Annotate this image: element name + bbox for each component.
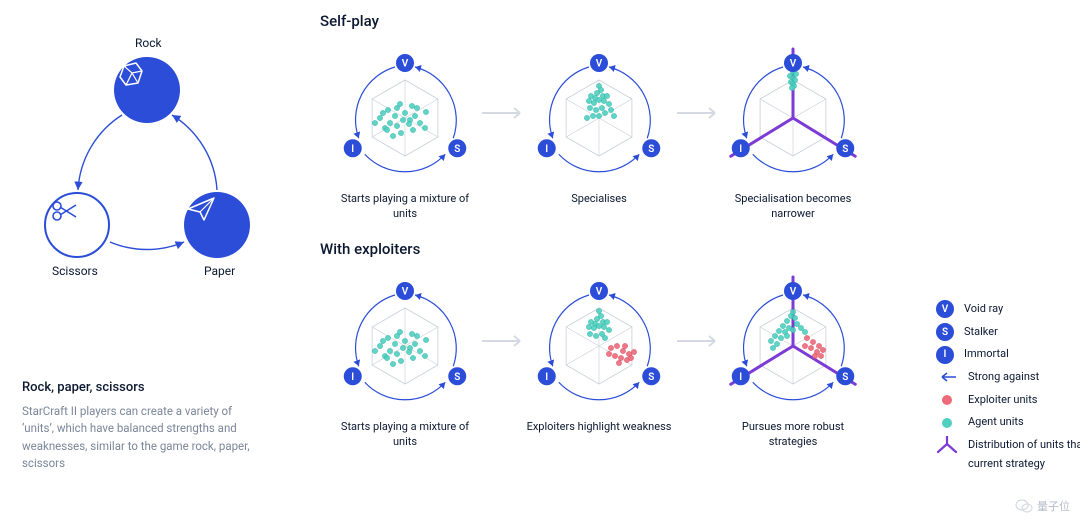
svg-text:I: I (739, 144, 742, 155)
rps-rock-node (114, 57, 180, 123)
legend-distribution: Distribution of units that its current s… (936, 436, 1080, 473)
legend-label: Strong against (968, 368, 1039, 387)
main-column: Self-play VISStarts playing a mixture of… (290, 0, 1080, 521)
svg-text:I: I (739, 371, 742, 382)
watermark: 量子位 (1015, 497, 1070, 515)
training-panel: V I S Pursues more robust strategies (708, 266, 878, 450)
progress-arrow-icon (675, 106, 725, 120)
panel-caption: Specialisation becomes narrower (718, 192, 868, 222)
training-panel: V I S Exploiters highlight weakness (514, 266, 684, 435)
legend-immortal: I Immortal (936, 345, 1080, 364)
s-badge-icon: S (448, 139, 466, 157)
legend-label: Void ray (964, 300, 1003, 319)
training-panel: V I S Specialises (514, 38, 684, 207)
legend-label: Agent units (968, 413, 1024, 432)
i-badge-icon: I (344, 367, 362, 385)
rps-paper-label: Paper (204, 264, 235, 278)
svg-text:S: S (454, 144, 460, 155)
unit-triangle-diagram: V I S (325, 266, 485, 416)
unit-triangle-diagram: V I S (519, 266, 679, 416)
svg-text:S: S (842, 371, 848, 382)
training-panel: V I S Starts playing a mixture of units (320, 38, 490, 222)
s-badge-icon: S (642, 139, 660, 157)
wechat-icon (1015, 497, 1033, 515)
i-badge-icon: I (344, 139, 362, 157)
svg-text:V: V (402, 286, 409, 297)
strong-against-arrow-icon (936, 371, 958, 383)
svg-text:V: V (596, 59, 603, 70)
svg-text:V: V (596, 286, 603, 297)
unit-triangle-diagram: V I S (325, 38, 485, 188)
unit-triangle-diagram: V I S (713, 266, 873, 416)
v-badge-icon: V (396, 282, 414, 300)
svg-text:S: S (454, 371, 460, 382)
progress-arrow-icon (480, 334, 530, 348)
training-panel: V I S Starts playing a mixture of units (320, 266, 490, 450)
rps-diagram: Rock Paper Scissors (22, 30, 272, 330)
svg-text:I: I (351, 371, 354, 382)
paper-plane-icon (184, 192, 218, 226)
s-badge-icon: S (836, 367, 854, 385)
svg-text:S: S (648, 371, 654, 382)
legend-label: Distribution of units that its current s… (968, 436, 1080, 473)
v-badge-icon: V (936, 300, 954, 318)
unit-triangle-diagram: V I S (519, 38, 679, 188)
legend-label: Immortal (964, 345, 1009, 364)
v-badge-icon: V (590, 54, 608, 72)
panel-caption: Starts playing a mixture of units (330, 192, 480, 222)
svg-text:I: I (545, 371, 548, 382)
i-badge-icon: I (538, 367, 556, 385)
i-badge-icon: I (936, 346, 954, 364)
i-badge-icon: I (732, 367, 750, 385)
legend-exploiter-units: Exploiter units (936, 391, 1080, 410)
progress-arrow-icon (480, 106, 530, 120)
s-badge-icon: S (642, 367, 660, 385)
scissors-icon (46, 194, 80, 228)
legend-strong-against: Strong against (936, 368, 1080, 387)
svg-text:I: I (351, 144, 354, 155)
s-badge-icon: S (836, 139, 854, 157)
legend-void-ray: V Void ray (936, 300, 1080, 319)
svg-text:S: S (648, 144, 654, 155)
rps-scissors-node (44, 192, 110, 258)
s-badge-icon: S (448, 367, 466, 385)
legend-label: Exploiter units (968, 391, 1038, 410)
i-badge-icon: I (538, 139, 556, 157)
svg-text:S: S (842, 144, 848, 155)
legend-label: Stalker (964, 323, 998, 342)
v-badge-icon: V (784, 282, 802, 300)
svg-text:V: V (790, 59, 797, 70)
svg-text:V: V (402, 59, 409, 70)
agent-dot-icon (942, 418, 952, 428)
unit-triangle-diagram: V I S (713, 38, 873, 188)
i-badge-icon: I (732, 139, 750, 157)
svg-text:V: V (790, 286, 797, 297)
selfplay-title: Self-play (320, 12, 1066, 30)
legend-stalker: S Stalker (936, 323, 1080, 342)
panel-caption: Exploiters highlight weakness (527, 420, 672, 435)
rps-scissors-label: Scissors (52, 264, 98, 278)
exploiters-title: With exploiters (320, 240, 1066, 258)
training-panel: V I S Specialisation becomes narrower (708, 38, 878, 222)
progress-arrow-icon (675, 334, 725, 348)
rps-heading: Rock, paper, scissors (22, 380, 275, 395)
selfplay-row: V I S Starts playing a mixture of units V I S S… (320, 38, 1066, 222)
s-badge-icon: S (936, 323, 954, 341)
rps-column: Rock Paper Scissors Rock, paper, scissor… (0, 0, 290, 521)
rps-rock-label: Rock (135, 36, 162, 50)
v-badge-icon: V (590, 282, 608, 300)
rock-icon (114, 57, 148, 91)
panel-caption: Starts playing a mixture of units (330, 420, 480, 450)
distribution-spoke-icon (936, 436, 958, 454)
svg-text:I: I (545, 144, 548, 155)
exploiter-dot-icon (942, 395, 952, 405)
v-badge-icon: V (396, 54, 414, 72)
rps-paper-node (184, 192, 250, 258)
v-badge-icon: V (784, 54, 802, 72)
panel-caption: Pursues more robust strategies (718, 420, 868, 450)
rps-body: StarCraft II players can create a variet… (22, 403, 252, 472)
panel-caption: Specialises (571, 192, 627, 207)
legend: V Void ray S Stalker I Immortal Strong a… (936, 300, 1080, 478)
legend-agent-units: Agent units (936, 413, 1080, 432)
